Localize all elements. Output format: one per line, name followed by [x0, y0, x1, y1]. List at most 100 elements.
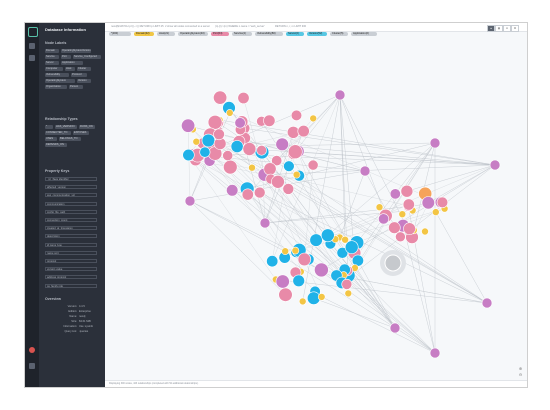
database-icon[interactable]	[28, 27, 38, 37]
graph-node[interactable]	[403, 222, 416, 235]
graph-node[interactable]	[201, 133, 216, 148]
graph-node[interactable]	[344, 240, 359, 254]
property-key-row[interactable]: communication	[45, 201, 97, 206]
legend-pill[interactable]: Server(2)	[286, 32, 304, 36]
graph-node[interactable]	[271, 155, 283, 167]
legend-pill[interactable]: Host(21)	[157, 32, 175, 36]
graph-node[interactable]	[317, 293, 326, 301]
relationship-type-chip[interactable]: RUNS_ON	[79, 125, 95, 129]
query-crumb[interactable]: RETURN n, r, m LIMIT 300	[275, 25, 307, 28]
legend-pill[interactable]: Service(4)	[232, 32, 252, 36]
selected-node[interactable]	[384, 254, 402, 272]
node-label-chip[interactable]: Domain	[45, 49, 59, 53]
node-label-chip[interactable]: Organization	[45, 85, 67, 89]
graph-node[interactable]	[184, 195, 196, 207]
graph-node[interactable]	[234, 117, 246, 129]
graph-node[interactable]	[182, 148, 195, 162]
node-label-chip[interactable]: Cluster	[77, 67, 91, 71]
graph-node[interactable]	[263, 114, 276, 127]
property-key-row[interactable]: affected_version	[45, 185, 97, 190]
legend-pill[interactable]: Vulnerability(80)	[255, 32, 283, 36]
legend-pill[interactable]: Version(52)	[307, 32, 327, 36]
property-key-row[interactable]: protocol	[45, 259, 97, 263]
graph-node[interactable]	[207, 115, 223, 130]
graph-node[interactable]	[344, 289, 353, 298]
graph-node[interactable]	[241, 188, 254, 201]
node-label-chip[interactable]: OperatingSystem	[45, 79, 75, 83]
property-key-row[interactable]: id name type	[45, 242, 97, 247]
graph-node[interactable]	[181, 118, 196, 133]
relationship-edge[interactable]	[336, 275, 488, 304]
query-crumb[interactable]: neo4j$ MATCH p=()-->() RETURN p LIMIT 25	[111, 25, 164, 28]
relationship-edge[interactable]	[188, 154, 276, 280]
zoom-out-icon[interactable]: ⊖	[518, 372, 523, 377]
relationship-edge[interactable]	[187, 125, 191, 202]
graph-view-button[interactable]: ●	[487, 25, 495, 32]
relationship-edge[interactable]	[275, 279, 488, 304]
relationship-edge[interactable]	[243, 97, 265, 175]
graph-node[interactable]	[259, 217, 271, 229]
graph-node[interactable]	[199, 146, 211, 158]
relationship-type-chip[interactable]: *	[45, 125, 53, 129]
relationship-edge[interactable]	[354, 142, 436, 269]
graph-node[interactable]	[421, 227, 429, 236]
graph-node[interactable]	[307, 159, 319, 171]
graph-node[interactable]	[375, 203, 384, 211]
graph-node[interactable]	[489, 159, 501, 171]
relationship-edge[interactable]	[261, 150, 266, 224]
relationship-edge[interactable]	[189, 200, 309, 260]
property-key-row[interactable]: description	[45, 234, 97, 239]
graph-node[interactable]	[429, 347, 441, 359]
zoom-in-icon[interactable]: ⊕	[518, 366, 523, 371]
graph-node[interactable]	[292, 274, 305, 287]
graph-node[interactable]	[266, 255, 279, 268]
graph-node[interactable]	[341, 235, 349, 244]
property-key-row[interactable]: address protocol	[45, 275, 97, 280]
property-key-row[interactable]: connection_count	[45, 218, 97, 222]
relationship-edge[interactable]	[402, 225, 436, 354]
graph-node[interactable]	[287, 126, 300, 139]
graph-node[interactable]	[222, 150, 234, 162]
graph-node[interactable]	[429, 137, 441, 149]
graph-node[interactable]	[398, 210, 407, 218]
node-label-chip[interactable]: Service	[45, 55, 59, 59]
node-label-chip[interactable]: Port	[61, 55, 71, 59]
relationship-edge[interactable]	[189, 200, 286, 295]
graph-node[interactable]	[431, 208, 440, 216]
relationship-edge[interactable]	[304, 165, 314, 260]
graph-node[interactable]	[309, 233, 323, 247]
property-key-row[interactable]: name port	[45, 250, 97, 255]
legend-pill[interactable]: *(300)	[109, 32, 131, 36]
relationship-edge[interactable]	[269, 168, 488, 304]
node-label-chip[interactable]: Vulnerability	[45, 73, 69, 77]
legend-pill[interactable]: Application(2)	[351, 32, 377, 36]
star-icon[interactable]	[29, 43, 35, 49]
graph-node[interactable]	[242, 142, 257, 156]
relationship-type-chip[interactable]: EXPOSES	[73, 131, 89, 135]
document-icon[interactable]	[29, 55, 35, 61]
graph-node[interactable]	[421, 196, 435, 210]
graph-node[interactable]	[321, 228, 335, 243]
graph-node[interactable]	[275, 274, 290, 289]
graph-node[interactable]	[389, 322, 401, 334]
property-key-row[interactable]: os_family role	[45, 283, 97, 288]
graph-node[interactable]	[436, 196, 449, 209]
settings-icon[interactable]	[29, 363, 35, 369]
graph-node[interactable]	[292, 170, 301, 179]
node-label-chip[interactable]: OperatingSystemVersion	[61, 49, 91, 53]
graph-node[interactable]	[226, 109, 234, 117]
node-label-chip[interactable]: Version	[77, 79, 91, 83]
legend-pill[interactable]: Port(64)	[211, 32, 229, 36]
node-label-chip[interactable]: Application	[61, 61, 83, 65]
relationship-type-chip[interactable]: DEPENDS_ON	[45, 143, 67, 147]
relationship-edge[interactable]	[272, 94, 341, 262]
graph-node[interactable]	[314, 262, 329, 278]
property-key-row[interactable]: _id _flags identifier	[45, 177, 97, 181]
graph-node[interactable]	[395, 231, 406, 243]
relationship-type-chip[interactable]: USES	[45, 137, 57, 141]
relationship-edge[interactable]	[321, 296, 436, 354]
graph-node[interactable]	[389, 188, 401, 200]
relationship-type-chip[interactable]: BELONGS_TO	[59, 137, 81, 141]
graph-node[interactable]	[400, 184, 414, 198]
relationship-edge[interactable]	[247, 188, 296, 251]
